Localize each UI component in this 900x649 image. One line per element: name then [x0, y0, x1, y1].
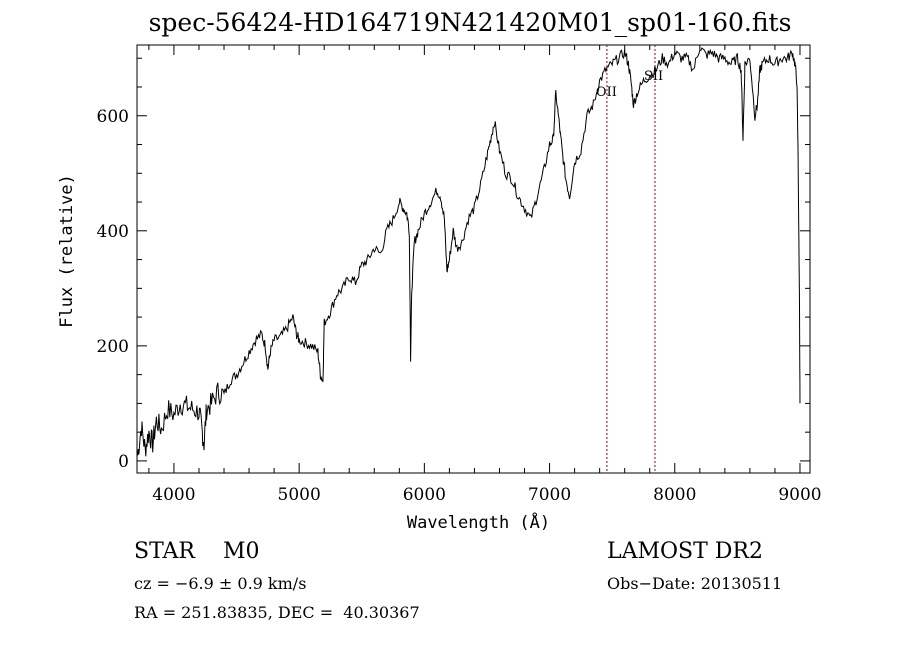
y-tick-label: 0	[118, 452, 129, 472]
x-tick-label: 4000	[152, 485, 195, 505]
object-class: STAR M0	[134, 539, 260, 564]
y-axis-label: Flux (relative)	[57, 174, 77, 328]
coordinates: RA = 251.83835, DEC = 40.30367	[134, 603, 420, 622]
x-tick-label: 7000	[528, 485, 571, 505]
obs-date: Obs−Date: 20130511	[607, 574, 783, 593]
x-tick-label: 8000	[653, 485, 696, 505]
chart-title: spec-56424-HD164719N421420M01_sp01-160.f…	[148, 8, 792, 37]
survey-label: LAMOST DR2	[607, 539, 763, 564]
x-tick-label: 9000	[778, 485, 821, 505]
y-tick-label: 400	[97, 222, 129, 242]
x-axis-label: Wavelength (Å)	[407, 511, 550, 533]
x-tick-label: 6000	[403, 485, 446, 505]
y-tick-label: 200	[97, 337, 129, 357]
redshift-text: cz = −6.9 ± 0.9 km/s	[134, 574, 307, 593]
spectral-line-label: OII	[596, 85, 617, 100]
plot-frame	[136, 44, 811, 474]
y-tick-label: 600	[97, 107, 129, 127]
spectrum-line	[137, 47, 801, 457]
x-tick-label: 5000	[278, 485, 321, 505]
